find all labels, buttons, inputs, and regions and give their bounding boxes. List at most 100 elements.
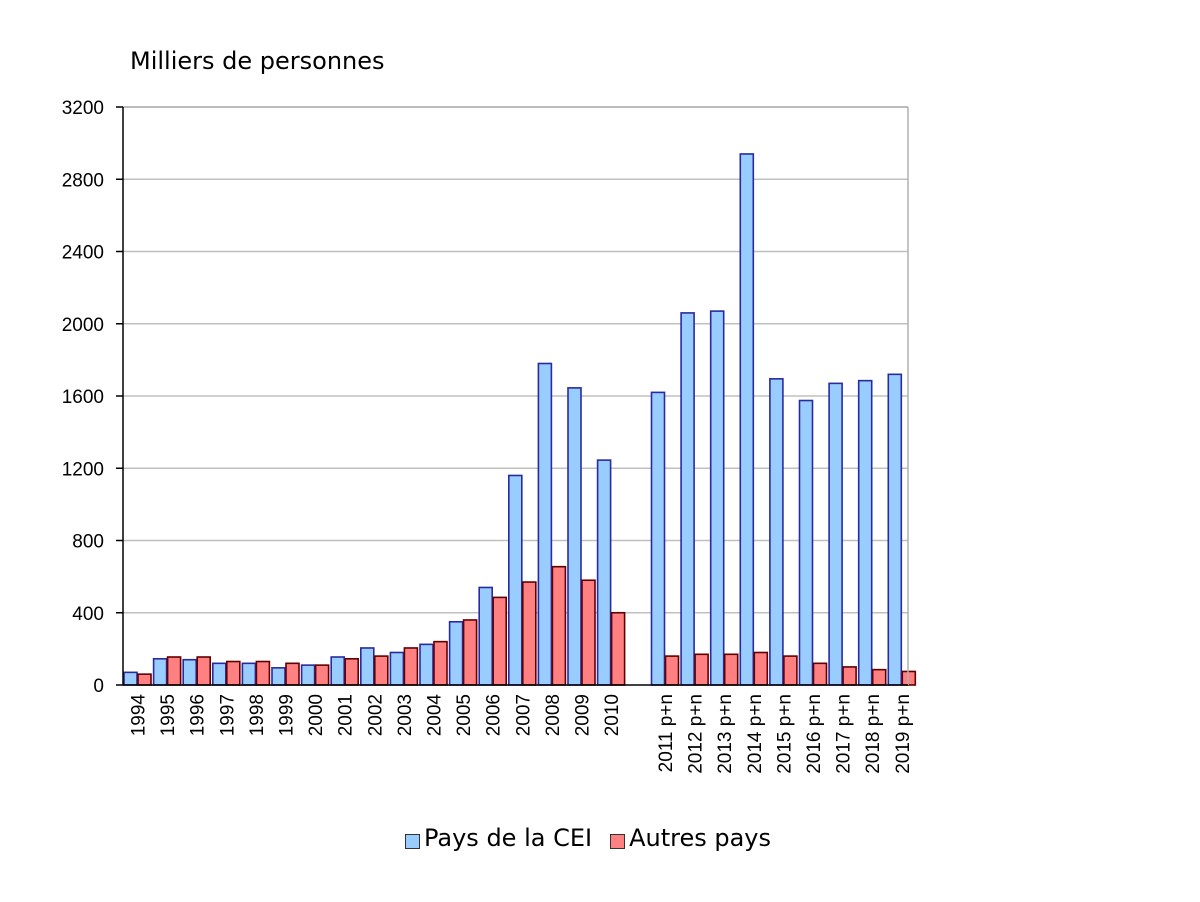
bar-cei-2016pn — [798, 399, 814, 686]
x-tick-label: 1998 — [247, 694, 268, 736]
bar-cei-1994 — [123, 671, 138, 686]
y-axis-unit-label: Milliers de personnes — [130, 47, 385, 75]
y-tick-label: 800 — [72, 532, 104, 553]
bar-autres-2014pn — [753, 651, 769, 686]
bar-autres-1999 — [285, 662, 300, 686]
axes — [116, 106, 909, 686]
bar-cei-2010 — [596, 459, 612, 686]
bar-autres-2009 — [581, 579, 596, 686]
x-tick-label: 2018 p+n — [863, 694, 884, 774]
bar-autres-2003 — [403, 647, 419, 686]
bar-marks — [123, 153, 917, 686]
legend-label-autres: Autres pays — [629, 824, 772, 852]
bar-autres-2018pn — [871, 668, 887, 686]
bar-autres-2016pn — [812, 662, 828, 686]
bar-cei-1995 — [152, 658, 168, 686]
bar-autres-2017pn — [842, 666, 857, 686]
x-tick-label: 2002 — [365, 694, 386, 736]
legend-label-cei: Pays de la CEI — [424, 824, 593, 852]
x-tick-label: 1996 — [188, 694, 209, 736]
bar-cei-2004 — [419, 643, 434, 686]
x-tick-label: 2015 p+n — [774, 694, 795, 774]
bar-autres-2008 — [551, 565, 567, 686]
bar-cei-2014pn — [739, 153, 755, 686]
bar-autres-2007 — [521, 581, 537, 686]
bar-autres-2005 — [462, 619, 478, 686]
bar-cei-2005 — [448, 620, 464, 686]
bar-cei-2013pn — [709, 310, 725, 686]
bar-cei-2015pn — [769, 378, 784, 686]
bar-autres-1998 — [255, 660, 271, 686]
bar-autres-2012pn — [694, 653, 709, 686]
y-tick-label: 0 — [93, 676, 104, 697]
bar-cei-1998 — [241, 662, 257, 686]
bar-cei-2001 — [330, 656, 346, 686]
y-tick-label: 2800 — [62, 170, 104, 191]
bar-autres-2001 — [344, 658, 360, 686]
bar-cei-2007 — [507, 474, 523, 686]
y-tick-label: 2400 — [62, 243, 104, 264]
bar-cei-2012pn — [680, 312, 695, 686]
legend: Pays de la CEI Autres pays — [405, 824, 789, 852]
x-tick-label: 2016 p+n — [804, 694, 825, 774]
bar-autres-2002 — [373, 655, 389, 686]
y-tick-label: 400 — [72, 604, 104, 625]
bar-autres-2019pn — [901, 670, 917, 686]
legend-item-cei: Pays de la CEI — [405, 824, 592, 852]
x-tick-label: 2019 p+n — [893, 694, 914, 774]
legend-item-autres: Autres pays — [610, 824, 771, 852]
x-tick-label: 2001 — [336, 694, 357, 736]
bar-cei-2009 — [567, 387, 582, 686]
bar-cei-1997 — [212, 662, 227, 686]
legend-swatch-autres — [610, 834, 626, 849]
y-tick-label: 1200 — [62, 459, 104, 480]
bar-cei-2011pn — [650, 391, 666, 686]
y-tick-labels: 0 400 800 1200 1600 2000 2400 2800 3200 — [62, 98, 104, 697]
x-tick-labels: 1994 1995 1996 1997 1998 1999 2000 2001 2002 2003… — [129, 694, 914, 774]
bar-cei-2008 — [537, 362, 553, 686]
bar-cei-2018pn — [857, 379, 873, 686]
x-tick-label: 2005 — [454, 694, 475, 736]
bar-autres-1997 — [226, 660, 241, 686]
bar-cei-1999 — [271, 667, 286, 686]
y-tick-label: 3200 — [62, 98, 104, 119]
bar-autres-1996 — [196, 656, 211, 686]
x-tick-label: 1997 — [217, 694, 238, 736]
bar-cei-2002 — [359, 647, 375, 686]
x-tick-label: 2013 p+n — [715, 694, 736, 774]
bar-autres-2015pn — [783, 655, 798, 686]
x-tick-label: 2000 — [306, 694, 327, 736]
bar-autres-2011pn — [664, 655, 680, 686]
x-tick-label: 2006 — [484, 694, 505, 736]
legend-swatch-cei — [405, 834, 420, 849]
bar-autres-1995 — [166, 656, 182, 686]
x-tick-label: 2003 — [395, 694, 416, 736]
x-tick-label: 2017 p+n — [834, 694, 855, 774]
bar-autres-2010 — [610, 611, 626, 686]
bar-cei-2017pn — [828, 382, 843, 686]
bar-autres-1994 — [137, 673, 152, 686]
x-tick-label: 2004 — [425, 694, 446, 737]
x-tick-label: 2010 — [602, 694, 623, 736]
x-tick-label: 2014 p+n — [745, 694, 766, 774]
x-tick-label: 2008 — [543, 694, 564, 736]
x-tick-label: 1999 — [277, 694, 298, 736]
x-tick-label: 2011 p+n — [656, 694, 677, 772]
bar-cei-2019pn — [887, 373, 903, 686]
bar-autres-2000 — [314, 664, 330, 686]
bar-autres-2004 — [433, 640, 448, 686]
x-tick-label: 2012 p+n — [686, 694, 707, 774]
x-tick-label: 1995 — [158, 694, 179, 736]
bar-autres-2006 — [492, 596, 508, 686]
bar-cei-2000 — [300, 664, 316, 686]
bar-cei-1996 — [182, 658, 197, 686]
bar-autres-2013pn — [723, 653, 739, 686]
x-tick-label: 1994 — [129, 694, 150, 737]
gridlines — [123, 106, 908, 614]
x-tick-label: 2007 — [513, 694, 534, 736]
bar-cei-2006 — [478, 586, 494, 686]
bar-cei-2003 — [389, 651, 405, 686]
y-tick-label: 2000 — [62, 315, 104, 336]
y-tick-label: 1600 — [62, 387, 104, 408]
